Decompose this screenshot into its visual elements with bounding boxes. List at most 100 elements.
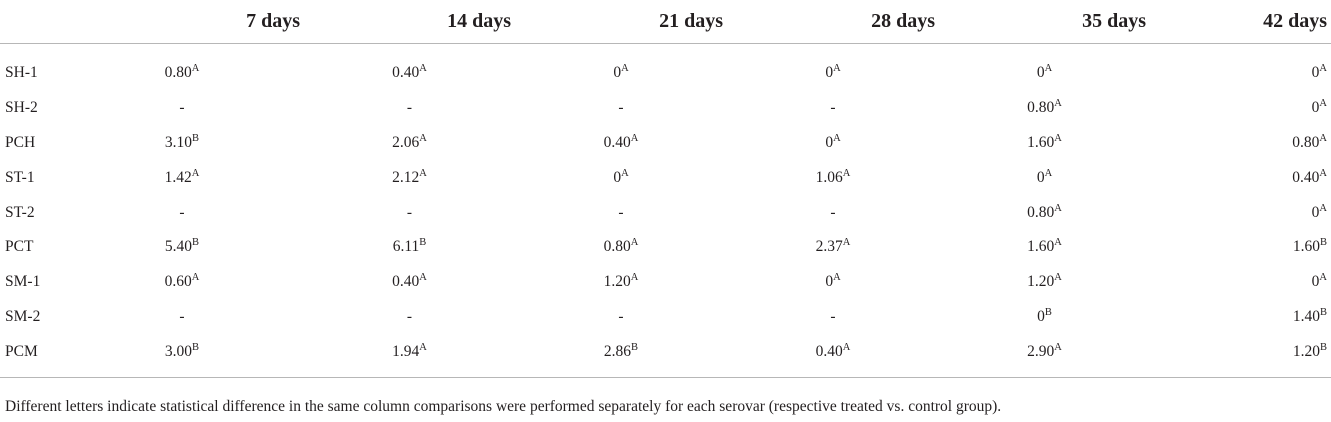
- table-cell: 0.80A: [939, 195, 1150, 230]
- table-header: 7 days 14 days 21 days 28 days 35 days 4…: [0, 0, 1331, 44]
- cell-value: -: [830, 203, 836, 221]
- cell-value: -: [830, 307, 836, 325]
- cell-value: 0: [1036, 64, 1045, 82]
- table-cell: 0.80A: [60, 44, 304, 91]
- cell-value: 0: [825, 273, 834, 291]
- table-cell: 2.06A: [304, 126, 515, 161]
- table-cell: -: [515, 195, 727, 230]
- table-cell: 0B: [939, 300, 1150, 335]
- table-cell: 0A: [515, 44, 727, 91]
- table-row: ST-2 - - - - 0.80A 0 A: [0, 195, 1331, 230]
- table-cell: 0.40A: [727, 334, 939, 379]
- cell-value: 2.86: [603, 342, 632, 360]
- table-cell: -: [304, 195, 515, 230]
- row-label: PCM: [0, 334, 60, 379]
- table-body: SH-1 0.80A 0.40A 0A 0A 0A 0A SH-2- - - -0.80A 0A PCH…: [0, 44, 1331, 379]
- significance-letter: B: [192, 133, 200, 145]
- cell-value: 1.20: [1027, 273, 1055, 291]
- results-table: 7 days 14 days 21 days 28 days 35 days 4…: [0, 0, 1331, 379]
- table-cell: 0.40A: [304, 265, 515, 300]
- table-cell: 0A: [727, 265, 939, 300]
- row-label: PCH: [5, 133, 36, 151]
- significance-letter: B: [192, 237, 200, 249]
- significance-letter: B: [192, 342, 200, 353]
- cell-value: 1.60: [1292, 238, 1320, 256]
- cell-value: 1.06: [815, 168, 843, 186]
- row-label: PCT: [5, 238, 34, 256]
- cell-value: -: [179, 99, 185, 117]
- significance-letter: A: [630, 133, 639, 145]
- table-cell: 1.06A: [727, 160, 939, 195]
- cell-value: -: [406, 203, 413, 221]
- cell-value: 0: [1311, 99, 1320, 117]
- table-cell: 5.40B: [60, 230, 304, 265]
- significance-letter: A: [630, 272, 639, 284]
- cell-value: -: [618, 99, 624, 117]
- significance-letter: A: [1319, 63, 1327, 75]
- column-header-35-days: 35 days: [939, 0, 1150, 44]
- table-cell: 3.00B: [60, 334, 304, 379]
- significance-letter: B: [631, 342, 639, 353]
- cell-value: 0.40: [603, 133, 631, 151]
- cell-value: 0: [1311, 64, 1320, 82]
- table-cell: -: [515, 91, 727, 126]
- significance-letter: A: [842, 237, 851, 249]
- table-cell: 0A: [939, 160, 1150, 195]
- table-cell: 3.10B: [60, 126, 304, 161]
- cell-value: 1.94: [392, 342, 420, 360]
- table-cell: 2.90A: [939, 334, 1150, 379]
- table-cell: -: [60, 300, 304, 335]
- significance-letter: A: [630, 237, 639, 249]
- table-cell: 1.40B: [1150, 300, 1331, 335]
- significance-letter: A: [419, 272, 427, 284]
- significance-letter: A: [419, 133, 427, 145]
- significance-letter: A: [419, 63, 427, 75]
- row-label: SM-2: [5, 307, 41, 325]
- table-cell: 0A: [727, 126, 939, 161]
- table-cell: 1.60A: [939, 230, 1150, 265]
- significance-letter: A: [833, 272, 841, 284]
- cell-value: 0.80: [603, 238, 631, 256]
- cell-value: 0.40: [815, 342, 843, 360]
- significance-letter: A: [191, 272, 200, 284]
- significance-letter: A: [621, 63, 629, 75]
- cell-value: -: [618, 203, 624, 221]
- cell-value: 6.11: [392, 238, 420, 256]
- cell-value: 1.20: [1292, 342, 1320, 360]
- significance-letter: A: [1054, 342, 1062, 353]
- significance-letter: A: [419, 342, 427, 353]
- significance-letter: A: [1044, 63, 1053, 75]
- significance-letter: A: [842, 342, 851, 353]
- table-cell: 2.86B: [515, 334, 727, 379]
- table-footnote: Different letters indicate statistical d…: [5, 398, 1002, 415]
- row-label: ST-2: [5, 203, 35, 221]
- cell-value: 0.40: [392, 273, 420, 291]
- row-label: SH-1: [5, 64, 38, 82]
- significance-letter: A: [1319, 98, 1327, 110]
- significance-letter: A: [1054, 202, 1062, 214]
- significance-letter: A: [1044, 168, 1053, 180]
- table-cell: 1.20B: [1150, 334, 1331, 379]
- row-label: SM-1: [5, 273, 41, 291]
- cell-value: -: [179, 203, 185, 221]
- significance-letter: A: [1054, 133, 1062, 145]
- cell-value: 0: [825, 64, 834, 82]
- table-cell: 1.94A: [304, 334, 515, 379]
- significance-letter: A: [1319, 168, 1327, 180]
- cell-value: -: [830, 99, 836, 117]
- table-row: PCT 5.40B 6.11B 0.80A 2.37A 1.60A 1.60B: [0, 230, 1331, 265]
- table-cell: -: [515, 300, 727, 335]
- column-header-7-days: 7 days: [60, 0, 304, 44]
- table-cell: -: [727, 91, 939, 126]
- table-cell: 0.40A: [304, 44, 515, 91]
- table-row: PCH 3.10B 2.06A 0.40A 0A 1.60A 0.80A: [0, 126, 1331, 161]
- cell-value: 1.60: [1027, 238, 1055, 256]
- cell-value: 0: [1311, 203, 1320, 221]
- table-cell: 0A: [1150, 44, 1331, 91]
- significance-letter: A: [1054, 272, 1062, 284]
- table-cell: 0A: [1150, 91, 1331, 126]
- significance-letter: A: [191, 168, 200, 180]
- table-cell: 0A: [727, 44, 939, 91]
- corner-header: [0, 0, 60, 44]
